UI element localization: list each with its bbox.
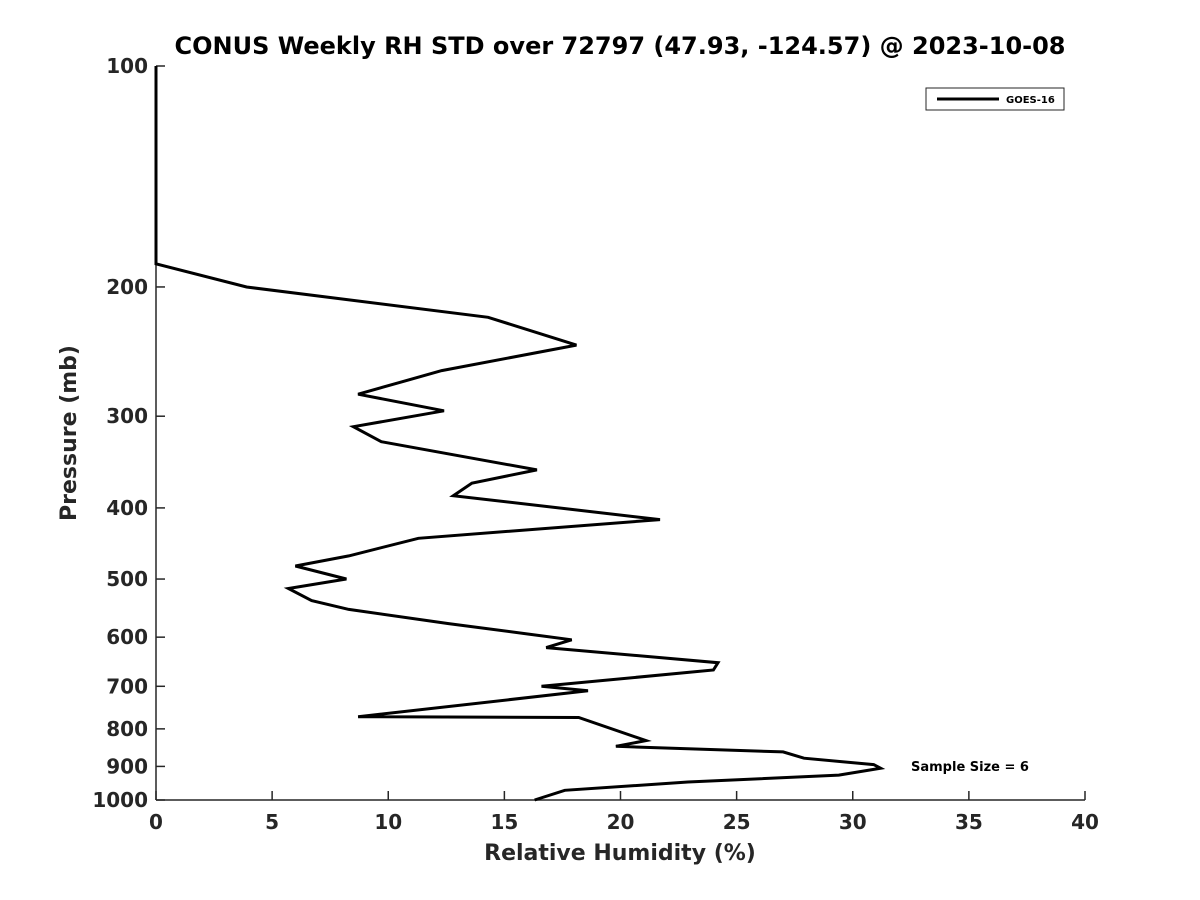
x-tick-label: 15 xyxy=(490,810,518,834)
chart-title: CONUS Weekly RH STD over 72797 (47.93, -… xyxy=(174,32,1065,60)
y-tick-label: 600 xyxy=(106,625,148,649)
y-tick-label: 700 xyxy=(106,674,148,698)
x-tick-label: 5 xyxy=(265,810,279,834)
x-tick-label: 30 xyxy=(839,810,867,834)
x-axis-label: Relative Humidity (%) xyxy=(484,841,756,866)
y-tick-label: 100 xyxy=(106,54,148,78)
x-tick-label: 25 xyxy=(723,810,751,834)
series-line-goes-16 xyxy=(154,66,886,802)
x-tick-label: 20 xyxy=(607,810,635,834)
y-axis-ticks: 100 200 300 400 500 600 700 800 900 1000 xyxy=(92,54,165,812)
y-axis-label: Pressure (mb) xyxy=(57,345,82,521)
legend: GOES-16 xyxy=(925,87,1065,111)
plot-area: 0 5 10 15 20 25 30 35 40 100 200 300 400 500 600 700 80… xyxy=(92,54,1099,834)
y-tick-label: 200 xyxy=(106,275,148,299)
y-tick-label: 500 xyxy=(106,567,148,591)
legend-label-goes-16: GOES-16 xyxy=(1006,95,1055,106)
y-tick-label: 900 xyxy=(106,754,148,778)
x-tick-label: 40 xyxy=(1071,810,1099,834)
x-axis-ticks: 0 5 10 15 20 25 30 35 40 xyxy=(149,791,1099,834)
y-tick-label: 400 xyxy=(106,496,148,520)
y-tick-label: 300 xyxy=(106,404,148,428)
sample-size-annotation: Sample Size = 6 xyxy=(911,760,1029,775)
y-tick-label: 800 xyxy=(106,717,148,741)
x-tick-label: 0 xyxy=(149,810,163,834)
x-tick-label: 35 xyxy=(955,810,983,834)
x-tick-label: 10 xyxy=(374,810,402,834)
y-tick-label: 1000 xyxy=(92,788,148,812)
